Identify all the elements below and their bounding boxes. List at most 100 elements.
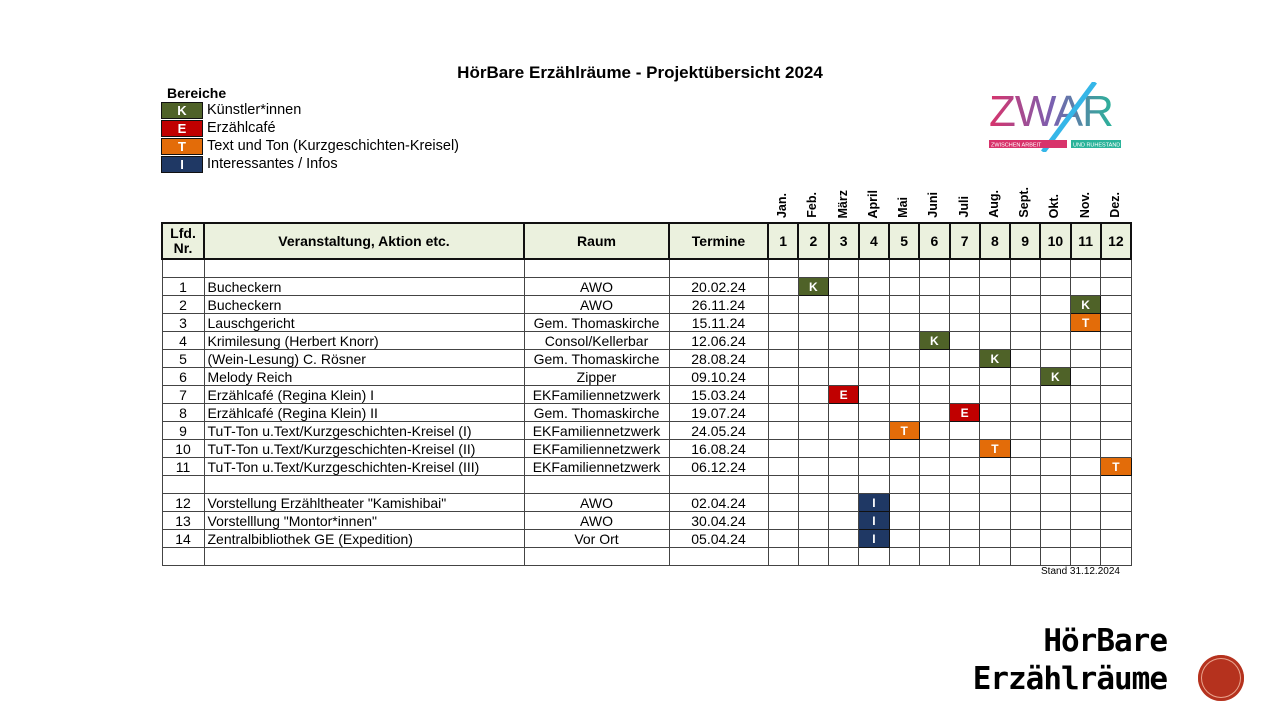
- row-date: 28.08.24: [668, 349, 769, 368]
- month-cell: [918, 277, 951, 296]
- empty-row: [161, 547, 1132, 566]
- month-cell: [948, 367, 981, 386]
- empty-cell: [523, 258, 670, 278]
- month-cell: [797, 385, 830, 404]
- table-row: 13 Vorstelllung "Montor*innen" AWO 30.04.24…: [161, 511, 1132, 530]
- month-cell: [1069, 511, 1102, 530]
- empty-cell: [979, 475, 1011, 494]
- month-cell: [797, 421, 830, 440]
- month-cell: [827, 349, 860, 368]
- category-badge: T: [888, 421, 920, 440]
- month-cell: [1009, 277, 1041, 296]
- row-date: 26.11.24: [668, 295, 769, 314]
- legend-heading: Bereiche: [167, 85, 227, 101]
- month-cell: [888, 349, 920, 368]
- zwar-logo: ZWAR ZWISCHEN ARBEIT UND RUHESTAND: [989, 82, 1121, 152]
- month-cell: [1009, 295, 1041, 314]
- month-cell: [1039, 493, 1072, 512]
- stand-date: Stand 31.12.2024: [1041, 566, 1120, 577]
- month-cell: [1039, 421, 1072, 440]
- month-cell: [858, 295, 890, 314]
- month-cell: [1069, 439, 1102, 458]
- month-cell: [918, 403, 951, 422]
- empty-cell: [1100, 547, 1132, 566]
- row-event: Zentralbibliothek GE (Expedition): [203, 529, 525, 548]
- month-label: Juli: [956, 196, 971, 218]
- header-month: 8: [978, 222, 1012, 260]
- month-cell: [767, 295, 799, 314]
- month-cell: [918, 529, 951, 548]
- table-row: 10 TuT-Ton u.Text/Kurzgeschichten-Kreisel…: [161, 439, 1132, 458]
- month-cell: [1009, 439, 1041, 458]
- legend-badge: K: [161, 101, 203, 119]
- month-cell: [1069, 403, 1102, 422]
- month-cell: [827, 295, 860, 314]
- empty-cell: [918, 258, 951, 278]
- month-cell: [888, 511, 920, 530]
- row-event: (Wein-Lesung) C. Rösner: [203, 349, 525, 368]
- month-cell: [827, 331, 860, 350]
- zwar-tagline-right: UND RUHESTAND: [1073, 143, 1120, 149]
- empty-cell: [203, 258, 525, 278]
- empty-cell: [858, 258, 890, 278]
- month-cell: [1100, 403, 1132, 422]
- legend-badge: I: [161, 155, 203, 173]
- table-row: 6 Melody Reich Zipper 09.10.24 K: [161, 367, 1132, 386]
- row-date: 12.06.24: [668, 331, 769, 350]
- header-month: 2: [797, 222, 830, 260]
- row-event: Bucheckern: [203, 277, 525, 296]
- legend-item: T Text und Ton (Kurzgeschichten-Kreisel): [161, 137, 459, 155]
- empty-cell: [1009, 258, 1041, 278]
- month-cell: [827, 529, 860, 548]
- month-cell: [1039, 385, 1072, 404]
- month-cell: [827, 277, 860, 296]
- month-cell: [1009, 349, 1041, 368]
- row-event: Vorstellung Erzähltheater "Kamishibai": [203, 493, 525, 512]
- month-cell: [797, 529, 830, 548]
- table-row: 4 Krimilesung (Herbert Knorr) Consol/Kelle…: [161, 331, 1132, 350]
- month-cell: [1039, 295, 1072, 314]
- month-cell: [858, 277, 890, 296]
- month-cell: [1009, 421, 1041, 440]
- row-event: Krimilesung (Herbert Knorr): [203, 331, 525, 350]
- month-cell: [888, 439, 920, 458]
- month-cell: [948, 493, 981, 512]
- category-badge: E: [827, 385, 860, 404]
- month-cell: [1100, 295, 1132, 314]
- month-cell: [1039, 403, 1072, 422]
- month-cell: [948, 331, 981, 350]
- month-cell: [1100, 421, 1132, 440]
- row-event: Erzählcafé (Regina Klein) II: [203, 403, 525, 422]
- month-cell: [918, 313, 951, 332]
- empty-cell: [1039, 547, 1072, 566]
- row-nr: 2: [161, 295, 205, 314]
- month-cell: [1039, 511, 1072, 530]
- empty-cell: [979, 258, 1011, 278]
- zwar-tagline-left: ZWISCHEN ARBEIT: [991, 143, 1042, 149]
- month-cell: [1100, 493, 1132, 512]
- seal-emblem: [1198, 655, 1244, 701]
- month-cell: [979, 493, 1011, 512]
- month-cell: [797, 493, 830, 512]
- header-month: 11: [1069, 222, 1102, 260]
- empty-cell: [948, 258, 981, 278]
- category-badge: T: [1069, 313, 1102, 332]
- row-room: EKFamiliennetzwerk: [523, 457, 670, 476]
- legend-item: I Interessantes / Infos: [161, 155, 459, 173]
- month-cell: [979, 277, 1011, 296]
- month-cell: [797, 403, 830, 422]
- row-room: Vor Ort: [523, 529, 670, 548]
- month-cell: [918, 295, 951, 314]
- month-cell: [918, 421, 951, 440]
- month-cell: [979, 385, 1011, 404]
- month-label: Jan.: [775, 192, 790, 218]
- month-cell: [797, 295, 830, 314]
- row-room: Gem. Thomaskirche: [523, 349, 670, 368]
- empty-cell: [1039, 475, 1072, 494]
- month-cell: [888, 457, 920, 476]
- empty-cell: [203, 547, 525, 566]
- empty-cell: [888, 258, 920, 278]
- month-cell: [1100, 529, 1132, 548]
- month-label: Okt.: [1047, 193, 1062, 218]
- empty-cell: [668, 547, 769, 566]
